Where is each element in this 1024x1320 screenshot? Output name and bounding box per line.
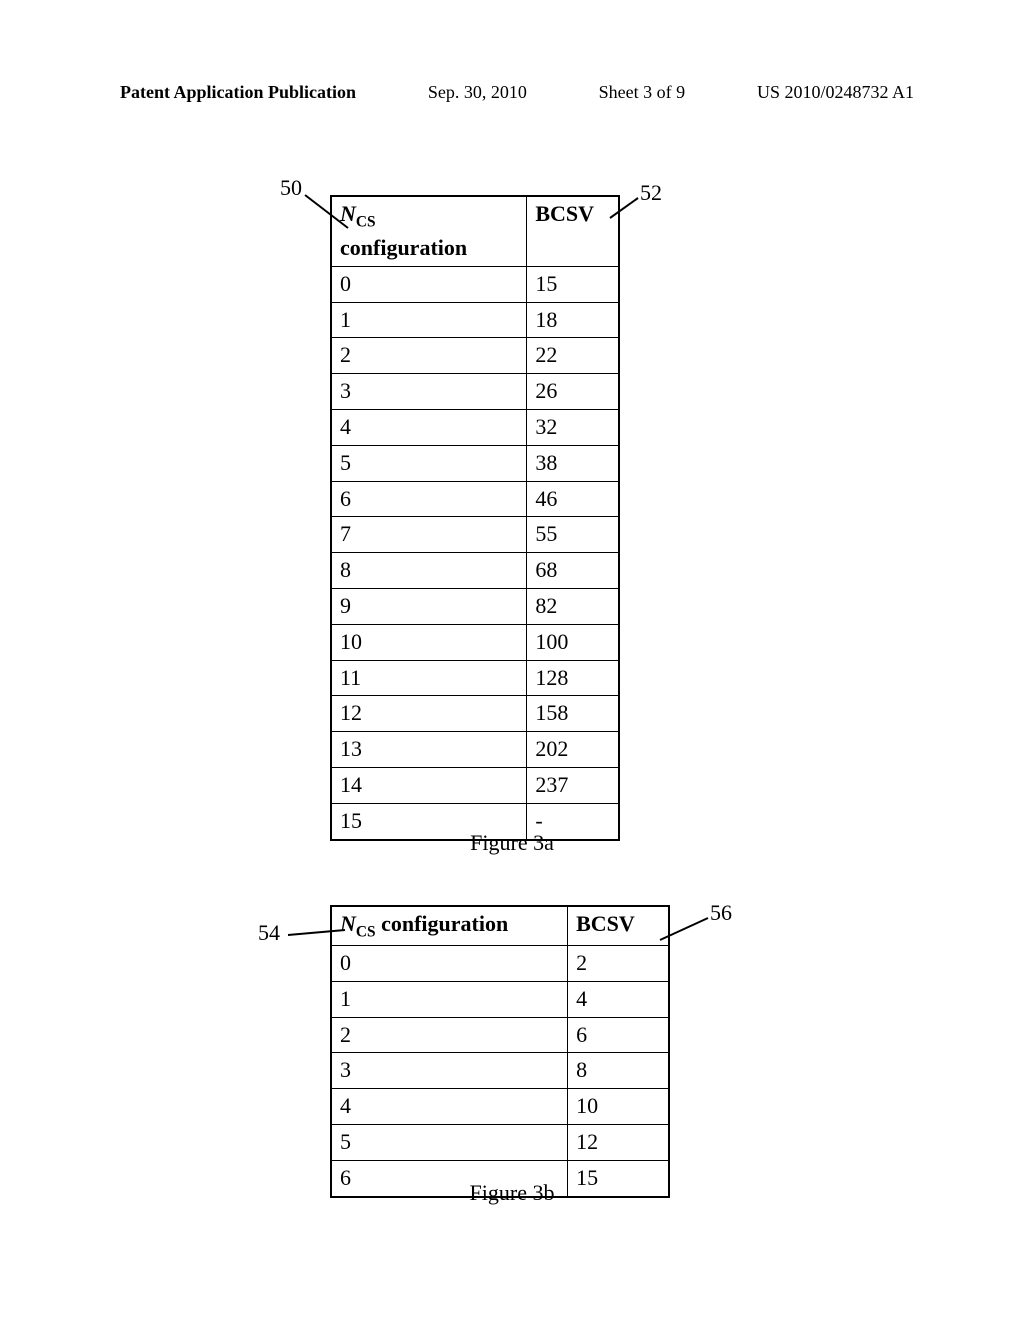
ref-label-52: 52 [640, 180, 662, 206]
table-row: 538 [331, 445, 619, 481]
table-row: 118 [331, 302, 619, 338]
cell-ncs: 14 [331, 767, 527, 803]
table-row: 015 [331, 266, 619, 302]
cell-bcsv: 100 [527, 624, 619, 660]
table-3b-grid: NCS configuration BCSV 02142638410512615 [330, 905, 670, 1198]
cell-ncs: 13 [331, 732, 527, 768]
cell-ncs: 0 [331, 945, 568, 981]
cell-ncs: 3 [331, 374, 527, 410]
ncs-config-text-b: configuration [381, 911, 508, 936]
cell-ncs: 3 [331, 1053, 568, 1089]
ncs-symbol-b: NCS [340, 911, 376, 936]
cell-bcsv: 22 [527, 338, 619, 374]
table-3a-body: 0151182223264325386467558689821010011128… [331, 266, 619, 839]
cell-ncs: 5 [331, 1124, 568, 1160]
table-3a-grid: NCS configuration BCSV 01511822232643253… [330, 195, 620, 841]
table-3a-header-row: NCS configuration BCSV [331, 196, 619, 266]
cell-bcsv: 55 [527, 517, 619, 553]
cell-ncs: 11 [331, 660, 527, 696]
page-header: Patent Application Publication Sep. 30, … [0, 82, 1024, 103]
cell-ncs: 12 [331, 696, 527, 732]
cell-bcsv: 10 [568, 1089, 669, 1125]
cell-bcsv: 82 [527, 588, 619, 624]
publication-date: Sep. 30, 2010 [428, 82, 527, 103]
ref-label-54: 54 [258, 920, 280, 946]
cell-ncs: 7 [331, 517, 527, 553]
table-row: 410 [331, 1089, 669, 1125]
cell-ncs: 2 [331, 338, 527, 374]
table-row: 13202 [331, 732, 619, 768]
cell-bcsv: 6 [568, 1017, 669, 1053]
table-3b-header-row: NCS configuration BCSV [331, 906, 669, 945]
cell-bcsv: 18 [527, 302, 619, 338]
ref-label-50: 50 [280, 175, 302, 201]
cell-bcsv: 68 [527, 553, 619, 589]
cell-ncs: 4 [331, 409, 527, 445]
ncs-symbol: NCS [340, 201, 376, 226]
cell-ncs: 4 [331, 1089, 568, 1125]
cell-ncs: 6 [331, 481, 527, 517]
table-row: 512 [331, 1124, 669, 1160]
figure-3a-caption: Figure 3a [470, 830, 554, 856]
table-row: 868 [331, 553, 619, 589]
cell-bcsv: 46 [527, 481, 619, 517]
table-row: 11128 [331, 660, 619, 696]
table-3a-col-bcsv: BCSV [527, 196, 619, 266]
cell-ncs: 5 [331, 445, 527, 481]
ref-label-56: 56 [710, 900, 732, 926]
table-row: 326 [331, 374, 619, 410]
table-3b-col-ncs: NCS configuration [331, 906, 568, 945]
ncs-config-word: configuration [340, 235, 467, 260]
sheet-number: Sheet 3 of 9 [599, 82, 685, 103]
cell-bcsv: 4 [568, 981, 669, 1017]
cell-bcsv: 15 [527, 266, 619, 302]
table-row: 38 [331, 1053, 669, 1089]
cell-ncs: 10 [331, 624, 527, 660]
cell-bcsv: 128 [527, 660, 619, 696]
table-3a-col-ncs: NCS configuration [331, 196, 527, 266]
cell-bcsv: 158 [527, 696, 619, 732]
table-row: 02 [331, 945, 669, 981]
table-row: 14 [331, 981, 669, 1017]
publication-label: Patent Application Publication [120, 82, 356, 103]
cell-bcsv: 15 [568, 1160, 669, 1196]
cell-bcsv: 38 [527, 445, 619, 481]
table-row: 12158 [331, 696, 619, 732]
cell-ncs: 0 [331, 266, 527, 302]
table-3b-col-bcsv: BCSV [568, 906, 669, 945]
cell-bcsv: 237 [527, 767, 619, 803]
table-row: 755 [331, 517, 619, 553]
figure-3b-caption: Figure 3b [470, 1180, 555, 1206]
cell-bcsv: 32 [527, 409, 619, 445]
cell-bcsv: 26 [527, 374, 619, 410]
table-row: 26 [331, 1017, 669, 1053]
cell-ncs: 9 [331, 588, 527, 624]
table-row: 982 [331, 588, 619, 624]
table-row: 646 [331, 481, 619, 517]
cell-ncs: 8 [331, 553, 527, 589]
cell-bcsv: 8 [568, 1053, 669, 1089]
table-3a: NCS configuration BCSV 01511822232643253… [330, 195, 620, 841]
table-row: 10100 [331, 624, 619, 660]
table-row: 14237 [331, 767, 619, 803]
table-row: 432 [331, 409, 619, 445]
cell-ncs: 1 [331, 302, 527, 338]
cell-bcsv: 202 [527, 732, 619, 768]
table-row: 222 [331, 338, 619, 374]
publication-number: US 2010/0248732 A1 [757, 82, 914, 103]
table-3b-body: 02142638410512615 [331, 945, 669, 1196]
table-3b: NCS configuration BCSV 02142638410512615 [330, 905, 670, 1198]
cell-bcsv: 2 [568, 945, 669, 981]
cell-ncs: 2 [331, 1017, 568, 1053]
cell-ncs: 1 [331, 981, 568, 1017]
cell-bcsv: 12 [568, 1124, 669, 1160]
